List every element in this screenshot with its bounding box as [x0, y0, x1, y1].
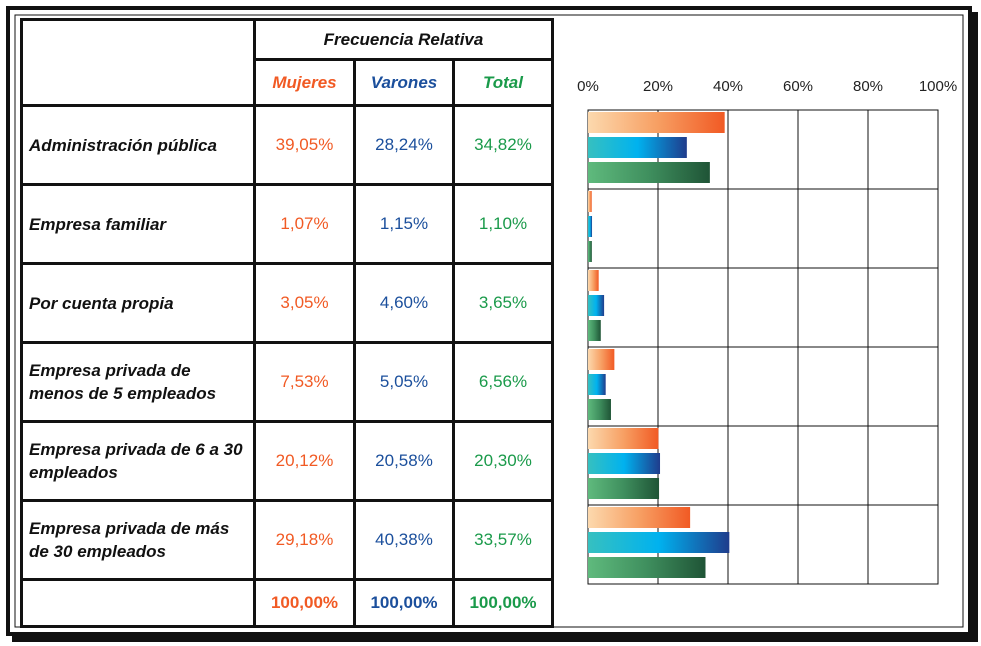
bar: [588, 162, 710, 183]
bar: [588, 112, 725, 133]
x-tick-label: 20%: [643, 78, 673, 95]
value-cell: 20,30%: [452, 420, 554, 502]
row-label: Empresa privada de 6 a 30 empleados: [20, 420, 256, 502]
bar: [588, 191, 592, 212]
bar: [588, 349, 615, 370]
value-cell: 20,12%: [253, 420, 356, 502]
total-cell: 100,00%: [253, 578, 356, 628]
value-cell: 6,56%: [452, 341, 554, 423]
row-label: Empresa privada de más de 30 empleados: [20, 499, 256, 581]
table-row: 100,00% 100,00% 100,00%: [20, 578, 554, 628]
value-cell: 33,57%: [452, 499, 554, 581]
corner-cell: [20, 18, 256, 107]
value-cell: 3,05%: [253, 262, 356, 344]
value-cell: 4,60%: [353, 262, 455, 344]
bar: [588, 399, 611, 420]
series-header: Mujeres: [253, 58, 356, 107]
total-label-cell: [20, 578, 256, 628]
x-tick-label: 100%: [919, 78, 957, 95]
table-row: Empresa familiar 1,07% 1,15% 1,10%: [20, 183, 554, 265]
row-label: Empresa privada de menos de 5 empleados: [20, 341, 256, 423]
bar: [588, 137, 687, 158]
value-cell: 34,82%: [452, 104, 554, 186]
table-row: Frecuencia Relativa: [20, 18, 554, 107]
frame-inner: [14, 14, 964, 628]
value-cell: 5,05%: [353, 341, 455, 423]
table-row: Por cuenta propia 3,05% 4,60% 3,65%: [20, 262, 554, 344]
value-cell: 7,53%: [253, 341, 356, 423]
value-cell: 3,65%: [452, 262, 554, 344]
value-cell: 20,58%: [353, 420, 455, 502]
table-row: Administración pública 39,05% 28,24% 34,82%: [20, 104, 554, 186]
bar: [588, 507, 691, 528]
value-cell: 40,38%: [353, 499, 455, 581]
x-tick-label: 80%: [853, 78, 883, 95]
table-row: Mujeres Varones Total: [22, 58, 554, 107]
bar: [588, 478, 660, 499]
value-cell: 39,05%: [253, 104, 356, 186]
bar: [588, 428, 659, 449]
bar: [588, 557, 706, 578]
x-tick-label: 60%: [783, 78, 813, 95]
value-cell: 28,24%: [353, 104, 455, 186]
table-row: Empresa privada de 6 a 30 empleados 20,12…: [20, 420, 554, 502]
table-row: Empresa privada de menos de 5 empleados 7…: [20, 341, 554, 423]
series-header: Total: [452, 58, 554, 107]
row-label: Por cuenta propia: [20, 262, 256, 344]
bar: [588, 374, 606, 395]
bar: [588, 532, 730, 553]
row-label: Empresa familiar: [20, 183, 256, 265]
value-cell: 1,15%: [353, 183, 455, 265]
bar: [588, 453, 661, 474]
bar: [588, 270, 599, 291]
bar: [588, 320, 601, 341]
bar: [588, 295, 605, 316]
table-row: Empresa privada de más de 30 empleados 29…: [20, 499, 554, 581]
series-header: Varones: [353, 58, 455, 107]
x-tick-label: 40%: [713, 78, 743, 95]
x-tick-label: 0%: [577, 78, 599, 95]
value-cell: 1,10%: [452, 183, 554, 265]
value-cell: 1,07%: [253, 183, 356, 265]
bar: [588, 216, 593, 237]
total-cell: 100,00%: [452, 578, 554, 628]
table: Frecuencia Relativa Mujeres Varones Total Ad…: [20, 18, 554, 628]
group-header: Frecuencia Relativa: [253, 18, 554, 61]
total-cell: 100,00%: [353, 578, 455, 628]
value-cell: 29,18%: [253, 499, 356, 581]
row-label: Administración pública: [20, 104, 256, 186]
bar: [588, 241, 592, 262]
